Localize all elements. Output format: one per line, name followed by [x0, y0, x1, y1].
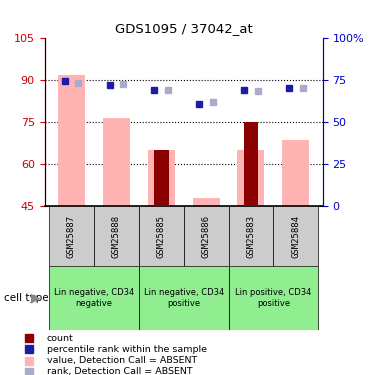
Bar — [139, 206, 184, 266]
Bar — [49, 206, 94, 266]
Text: ▶: ▶ — [31, 292, 40, 304]
Text: GSM25888: GSM25888 — [112, 215, 121, 258]
Text: Lin positive, CD34
positive: Lin positive, CD34 positive — [235, 288, 312, 308]
Bar — [58, 75, 85, 206]
Bar — [94, 206, 139, 266]
Text: GSM25883: GSM25883 — [246, 215, 256, 258]
Title: GDS1095 / 37042_at: GDS1095 / 37042_at — [115, 22, 253, 35]
Bar — [229, 206, 273, 266]
Bar — [154, 150, 168, 206]
Bar — [184, 206, 229, 266]
Bar — [273, 206, 318, 266]
Text: GSM25887: GSM25887 — [67, 215, 76, 258]
Text: value, Detection Call = ABSENT: value, Detection Call = ABSENT — [47, 356, 197, 365]
Bar — [49, 266, 139, 330]
Text: Lin negative, CD34
positive: Lin negative, CD34 positive — [144, 288, 224, 308]
Text: cell type: cell type — [4, 293, 48, 303]
Bar — [282, 140, 309, 206]
Bar — [193, 198, 220, 206]
Text: count: count — [47, 334, 74, 343]
Bar — [229, 266, 318, 330]
Text: Lin negative, CD34
negative: Lin negative, CD34 negative — [54, 288, 134, 308]
Bar — [237, 150, 265, 206]
Bar — [243, 122, 258, 206]
Bar — [139, 266, 229, 330]
Text: GSM25884: GSM25884 — [291, 215, 301, 258]
Text: GSM25885: GSM25885 — [157, 215, 166, 258]
Text: percentile rank within the sample: percentile rank within the sample — [47, 345, 207, 354]
Text: rank, Detection Call = ABSENT: rank, Detection Call = ABSENT — [47, 368, 193, 375]
Text: GSM25886: GSM25886 — [201, 215, 211, 258]
Bar — [103, 118, 130, 206]
Bar — [148, 150, 175, 206]
